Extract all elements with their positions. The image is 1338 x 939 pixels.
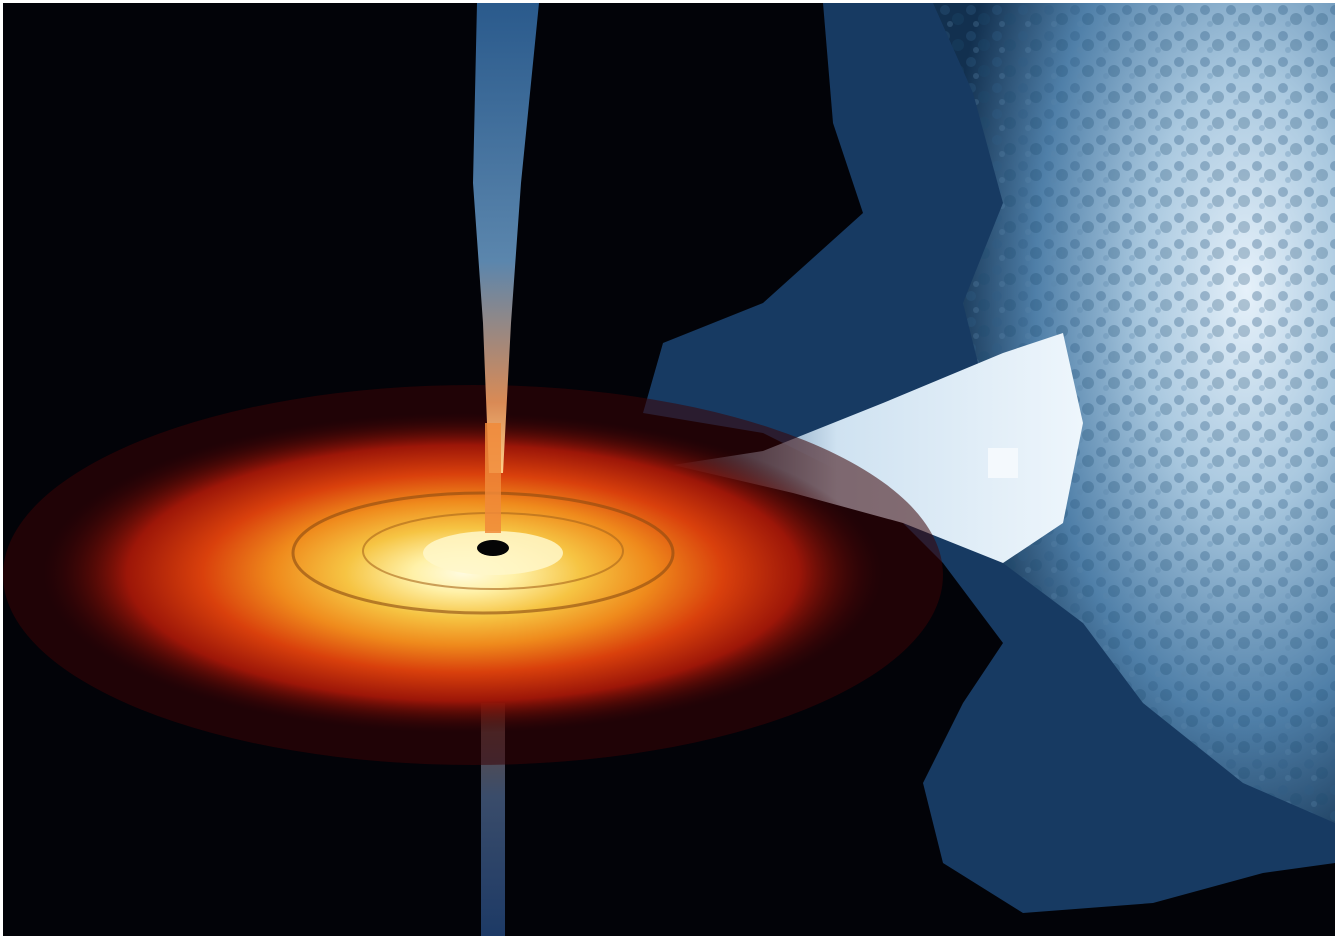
accretion-disk (3, 385, 943, 765)
jet-base-glow (485, 423, 501, 533)
stream-hotspot (988, 448, 1018, 478)
black-hole (477, 540, 509, 556)
gas-stream (673, 333, 1083, 563)
image-frame (3, 3, 1335, 936)
upper-jet (473, 3, 539, 473)
space-scene (3, 3, 1335, 936)
